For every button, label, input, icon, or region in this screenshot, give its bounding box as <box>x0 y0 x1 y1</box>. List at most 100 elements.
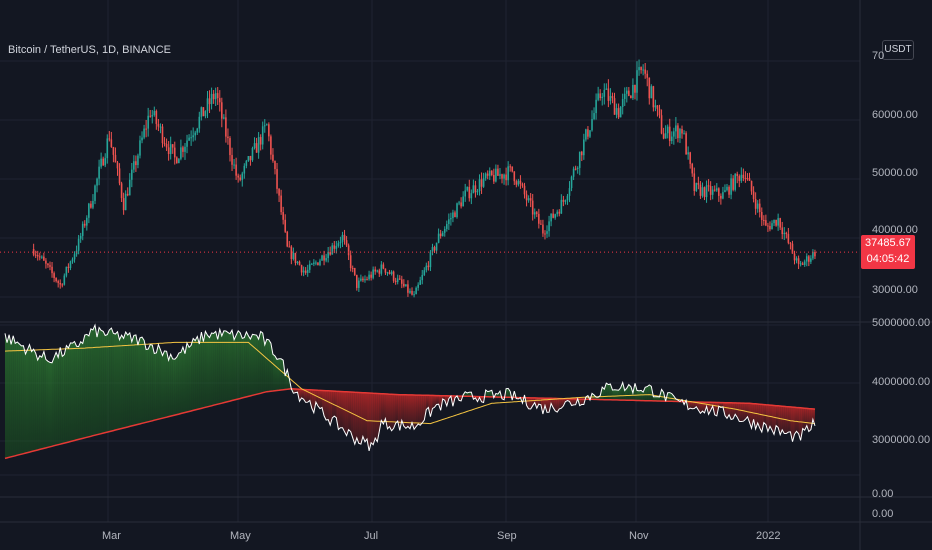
indicator-fill-segment <box>641 390 644 401</box>
candle-body <box>233 164 235 166</box>
time-axis-label: Mar <box>102 530 121 542</box>
indicator-fill-segment <box>645 386 648 401</box>
indicator-fill-segment <box>39 355 42 450</box>
candle-body <box>803 261 806 265</box>
candle-body <box>793 253 796 261</box>
indicator-fill-segment <box>152 345 155 421</box>
candle-body <box>466 186 469 191</box>
candle-body <box>104 158 107 166</box>
candle-body <box>605 88 608 90</box>
indicator-fill-segment <box>608 384 611 400</box>
candle-body <box>329 252 332 255</box>
candle-body <box>32 249 35 255</box>
candle-body <box>558 211 561 214</box>
indicator-fill-segment <box>254 334 257 395</box>
indicator-fill-segment <box>624 388 627 401</box>
indicator-fill-segment <box>389 394 392 431</box>
indicator-fill-segment <box>581 399 584 405</box>
candle-body <box>353 268 356 275</box>
indicator-fill-segment <box>279 358 282 391</box>
indicator-fill-segment <box>780 406 783 435</box>
indicator-fill-segment <box>551 398 554 408</box>
indicator-fill-segment <box>201 332 204 409</box>
candle-body <box>300 265 303 273</box>
candle-body <box>280 195 282 213</box>
candle-body <box>730 178 732 195</box>
candle-body <box>274 160 276 170</box>
candle-body <box>540 223 542 225</box>
candle-body <box>376 270 379 272</box>
indicator-fill-segment <box>362 392 365 442</box>
indicator-fill-segment <box>125 331 128 428</box>
candle-body <box>159 126 162 128</box>
indicator-fill-segment <box>219 329 222 404</box>
indicator-fill-segment <box>383 393 386 424</box>
candle-body <box>288 246 291 248</box>
candle-body <box>480 179 483 187</box>
indicator-fill-segment <box>612 389 615 400</box>
candle-body <box>560 199 563 214</box>
indicator-fill-segment <box>90 328 93 437</box>
candle-body <box>120 183 123 199</box>
candle-body <box>503 174 505 179</box>
candle-body <box>454 212 456 218</box>
candle-body <box>378 270 381 274</box>
time-axis-label: May <box>230 530 251 542</box>
indicator-fill-segment <box>252 334 255 396</box>
candle-body <box>366 279 368 281</box>
indicator-fill-segment <box>326 390 329 421</box>
indicator-fill-segment <box>80 341 83 439</box>
candle-body <box>38 256 41 258</box>
candle-body <box>715 188 718 191</box>
indicator-fill-segment <box>743 403 746 422</box>
candle-body <box>405 284 407 287</box>
candle-body <box>165 144 168 148</box>
indicator-fill-segment <box>238 330 241 399</box>
candle-body <box>533 212 536 215</box>
candle-body <box>456 203 458 218</box>
candle-body <box>116 162 119 169</box>
indicator-fill-segment <box>759 404 762 433</box>
indicator-fill-segment <box>714 402 717 416</box>
symbol-title[interactable]: Bitcoin / TetherUS, 1D, BINANCE <box>8 44 172 56</box>
candle-body <box>186 140 188 147</box>
candle-body <box>272 154 274 161</box>
indicator-fill-segment <box>281 358 284 391</box>
candle-body <box>443 228 446 233</box>
indicator-fill-segment <box>700 402 703 414</box>
candle-body <box>509 166 511 168</box>
candle-body <box>677 125 679 139</box>
indicator-fill-segment <box>377 393 380 442</box>
candle-body <box>760 211 763 220</box>
candle-body <box>321 255 323 261</box>
candle-body <box>235 164 237 176</box>
indicator-fill-segment <box>794 407 797 435</box>
indicator-fill-segment <box>166 351 169 418</box>
indicator-fill-segment <box>54 352 57 446</box>
indicator-fill-segment <box>135 335 138 425</box>
candle-body <box>114 154 117 163</box>
candle-body <box>368 274 370 280</box>
indicator-fill-segment <box>180 347 183 414</box>
candle-body <box>145 128 147 130</box>
indicator-fill-segment <box>405 394 408 429</box>
candle-body <box>98 166 100 179</box>
candle-body <box>613 98 616 115</box>
candle-body <box>552 213 554 218</box>
candle-body <box>364 279 366 281</box>
indicator-fill-segment <box>133 335 136 426</box>
candle-body <box>697 182 700 185</box>
candle-body <box>810 258 812 262</box>
candle-body <box>184 146 186 152</box>
candle-body <box>591 119 593 131</box>
currency-button[interactable]: USDT <box>882 40 914 60</box>
candle-body <box>188 137 190 141</box>
candle-body <box>180 147 182 159</box>
candle-body <box>650 86 653 99</box>
candle-body <box>133 161 135 170</box>
indicator-fill-segment <box>260 331 263 394</box>
candle-body <box>237 175 239 178</box>
candle-body <box>758 203 761 212</box>
